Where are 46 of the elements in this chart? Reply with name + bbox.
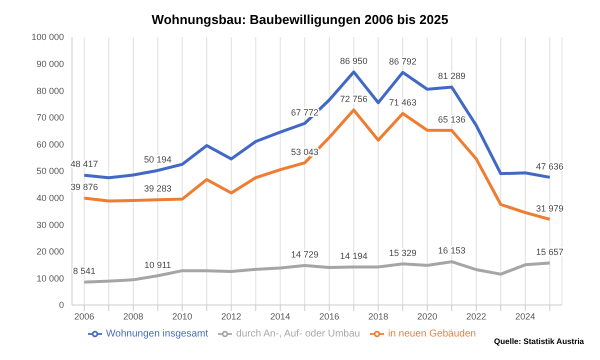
x-tick-label: 2022 — [466, 311, 486, 322]
data-label: 81 289 — [438, 71, 466, 82]
data-label: 15 329 — [388, 248, 417, 258]
line-series — [82, 260, 552, 284]
data-label: 72 756 — [340, 94, 368, 104]
legend-label: durch An-, Auf- oder Umbau — [236, 328, 360, 340]
data-label: 16 153 — [438, 246, 466, 256]
data-label: 50 194 — [144, 154, 172, 164]
y-tick-label: 20 000 — [36, 246, 64, 257]
data-label: 10 911 — [144, 260, 172, 270]
data-label: 65 136 — [438, 114, 466, 124]
y-tick-label: 30 000 — [36, 220, 64, 230]
x-tick-label: 2024 — [515, 311, 536, 322]
data-label: 15 657 — [536, 247, 564, 258]
x-tick-label: 2014 — [270, 311, 290, 322]
data-label: 31 979 — [536, 203, 564, 214]
x-tick-label: 2016 — [319, 311, 340, 322]
y-tick-label: 80 000 — [36, 86, 64, 96]
y-tick-label: 0 — [58, 300, 64, 310]
chart-title: Wohnungsbau: Baubewilligungen 2006 bis 2025 — [150, 11, 450, 27]
data-label: 14 194 — [340, 250, 368, 261]
data-label: 8 541 — [72, 266, 96, 276]
x-tick-label: 2008 — [123, 311, 144, 322]
legend-label: Wohnungen insgesamt — [106, 328, 208, 340]
x-tick-label: 2012 — [221, 311, 242, 322]
data-label: 39 283 — [144, 184, 172, 194]
data-label: 39 876 — [70, 182, 98, 192]
x-tick-label: 2006 — [74, 311, 94, 322]
y-tick-label: 40 000 — [36, 192, 64, 203]
y-tick-label: 50 000 — [36, 166, 64, 176]
data-label: 71 463 — [388, 97, 417, 108]
source-note: Quelle: Statistik Austria — [494, 337, 584, 346]
y-tick-label: 90 000 — [36, 58, 64, 69]
x-tick-label: 2018 — [368, 311, 388, 322]
legend-label: in neuen Gebäuden — [388, 328, 476, 340]
data-label: 14 729 — [290, 250, 319, 260]
y-tick-label: 10 000 — [36, 273, 64, 284]
x-tick-label: 2010 — [172, 311, 192, 322]
x-tick-label: 2020 — [417, 311, 438, 322]
y-tick-label: 70 000 — [36, 112, 64, 123]
data-label: 47 636 — [536, 161, 564, 172]
data-label: 86 950 — [340, 56, 368, 66]
data-label: 86 792 — [388, 56, 417, 66]
data-label: 48 417 — [70, 159, 98, 170]
y-tick-label: 100 000 — [31, 32, 64, 42]
y-tick-label: 60 000 — [36, 139, 64, 150]
